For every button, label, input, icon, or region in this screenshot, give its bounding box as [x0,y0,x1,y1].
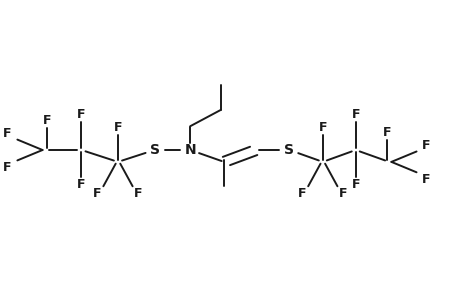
Text: F: F [113,121,122,134]
Text: F: F [338,188,347,200]
Text: F: F [42,114,51,127]
Text: F: F [77,178,85,191]
Text: F: F [421,139,430,152]
Text: F: F [382,126,391,139]
Text: F: F [3,161,11,174]
Text: F: F [3,127,11,140]
Text: F: F [77,108,85,122]
Text: F: F [351,178,359,191]
Text: F: F [421,173,430,186]
Text: F: F [297,188,306,200]
Text: F: F [93,188,101,200]
Text: S: S [284,143,294,157]
Text: N: N [184,143,196,157]
Text: F: F [351,108,359,122]
Text: F: F [134,188,142,200]
Text: F: F [318,121,326,134]
Text: S: S [149,143,159,157]
